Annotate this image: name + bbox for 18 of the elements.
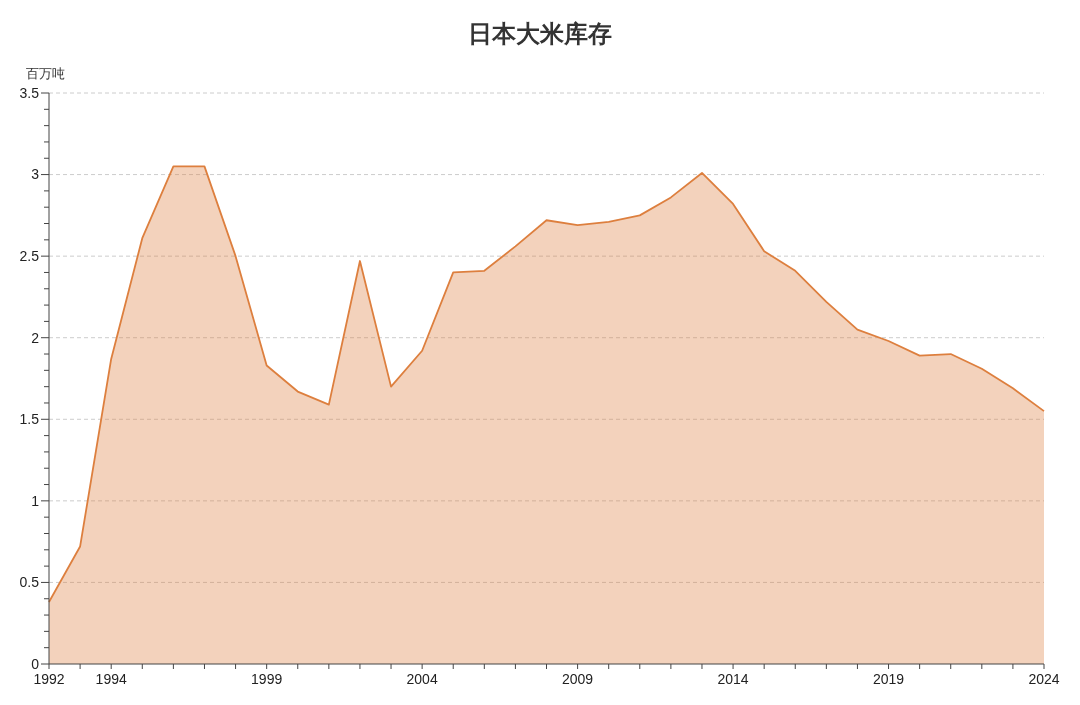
x-tick-label: 1999 — [251, 671, 283, 687]
y-tick-label: 1.5 — [19, 411, 40, 428]
x-tick-label: 2024 — [1028, 671, 1060, 687]
chart-title: 日本大米库存 — [468, 19, 612, 48]
y-tick-label: 3.5 — [19, 84, 40, 101]
x-tick-label: 2014 — [717, 671, 749, 687]
x-tick-label: 1994 — [95, 671, 127, 687]
y-tick-label: 0 — [31, 655, 40, 672]
y-tick-label: 2.5 — [19, 248, 40, 265]
y-tick-label: 0.5 — [19, 574, 40, 591]
x-tick-label: 2004 — [406, 671, 438, 687]
x-tick-label: 1992 — [33, 671, 65, 687]
y-tick-label: 2 — [31, 329, 40, 346]
y-tick-label: 1 — [31, 492, 40, 509]
y-tick-label: 3 — [31, 166, 40, 183]
y-axis-title: 百万吨 — [26, 66, 65, 81]
x-tick-label: 2019 — [872, 671, 905, 687]
x-tick-label: 2009 — [562, 671, 594, 687]
